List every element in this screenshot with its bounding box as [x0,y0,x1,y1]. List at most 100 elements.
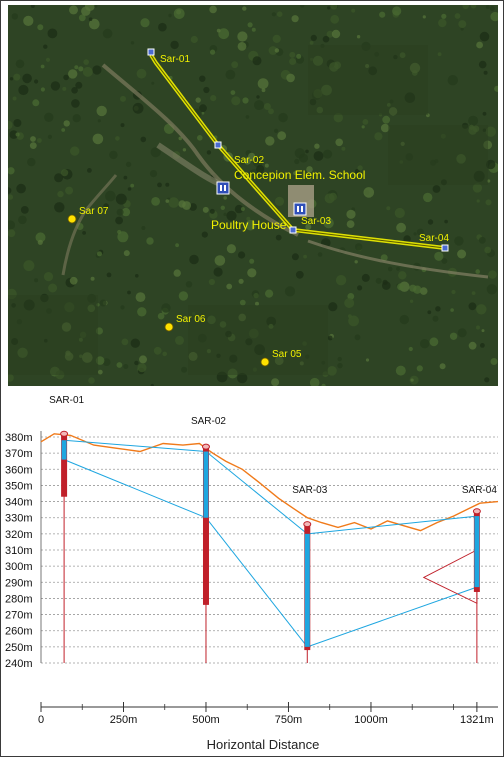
school-icon[interactable] [216,181,230,195]
tree-canopy [69,5,78,15]
aquifer-interval [203,451,209,518]
x-tick-label: 250m [110,714,138,726]
borehole[interactable]: SAR-01 [49,395,85,663]
tree-canopy [435,306,441,312]
tree-canopy [426,113,430,118]
tree-canopy [253,292,259,299]
tree-canopy [309,98,317,106]
tree-canopy [79,331,87,338]
tree-canopy [18,84,29,96]
field-patch [308,45,428,115]
tree-canopy [48,283,58,293]
tree-canopy [484,377,490,383]
tree-canopy [295,270,304,279]
tree-canopy [274,196,285,206]
station-marker[interactable] [289,226,297,234]
satellite-map[interactable]: Sar-01 Sar-02 Sar-03 Sar-04 Sar 07 Sar 06 Sar … [8,5,498,386]
tree-canopy [168,197,179,208]
tree-canopy [82,231,86,235]
tree-canopy [134,360,139,366]
tree-canopy [245,338,253,346]
tree-canopy [386,206,391,211]
tree-canopy [55,370,65,380]
x-axis-label: Horizontal Distance [207,737,320,752]
tree-canopy [11,13,18,20]
tree-canopy [173,269,181,277]
borehole[interactable]: SAR-02 [191,416,226,663]
tree-canopy [392,6,402,16]
tree-canopy [374,132,383,141]
tree-canopy [43,272,54,282]
y-tick-label: 270m [5,610,33,622]
tree-canopy [223,212,227,216]
station-label: Sar 07 [79,206,109,217]
tree-canopy [379,113,383,117]
tree-canopy [173,8,185,19]
tree-canopy [483,70,488,75]
station-label: Sar-03 [301,216,331,227]
tree-canopy [441,258,448,264]
tree-canopy [16,183,26,194]
tree-canopy [40,293,49,303]
tree-canopy [447,75,458,86]
tree-canopy [70,146,80,156]
tree-canopy [387,266,393,272]
tree-canopy [34,278,39,283]
building-icon[interactable] [293,202,307,216]
station-marker[interactable] [67,214,77,224]
layer-boundary-line [63,459,207,519]
tree-canopy [238,278,244,284]
tree-canopy [409,62,421,74]
tree-canopy [486,159,496,170]
tree-canopy [361,273,370,282]
y-tick-label: 250m [5,642,33,654]
tree-canopy [32,99,40,107]
tree-canopy [382,115,391,124]
station-marker[interactable] [164,322,174,332]
tree-canopy [361,125,365,129]
tree-canopy [481,329,485,333]
tree-canopy [116,208,124,216]
station-marker[interactable] [441,244,449,252]
tree-canopy [327,366,337,376]
tree-canopy [330,14,340,24]
y-tick-label: 260m [5,626,33,638]
tree-canopy [226,244,236,254]
tree-canopy [95,356,105,365]
tree-canopy [468,341,477,350]
tree-canopy [121,338,129,346]
borehole-column [202,446,209,605]
x-tick-label: 500m [192,714,220,726]
borehole-column [61,433,68,497]
tree-canopy [403,235,411,243]
station-marker[interactable] [147,48,155,56]
tree-canopy [457,328,467,338]
tree-canopy [8,167,15,175]
borehole[interactable]: SAR-03 [292,485,328,663]
tree-canopy [305,223,312,230]
tree-canopy [272,34,281,43]
tree-canopy [494,85,498,92]
station-marker[interactable] [214,141,222,149]
place-label-school: Concepion Elem. School [234,168,365,182]
tree-canopy [240,161,244,165]
tree-canopy [61,128,66,132]
tree-canopy [117,231,129,243]
tree-canopy [265,136,275,146]
tree-canopy [123,175,128,180]
station-marker[interactable] [260,357,270,367]
map-canvas[interactable]: Sar-01 Sar-02 Sar-03 Sar-04 Sar 07 Sar 06 Sar … [8,5,498,386]
tree-canopy [310,57,314,61]
tree-canopy [47,28,58,39]
borehole[interactable]: SAR-04 [462,485,497,663]
tree-canopy [476,199,480,203]
tree-canopy [409,375,419,385]
tree-canopy [69,276,78,285]
tree-canopy [478,60,487,69]
tree-canopy [484,246,492,254]
tree-canopy [254,100,264,111]
tree-canopy [213,267,223,277]
lens-feature [422,549,478,604]
layer-correlation-lines [63,439,478,648]
tree-canopy [337,362,343,369]
